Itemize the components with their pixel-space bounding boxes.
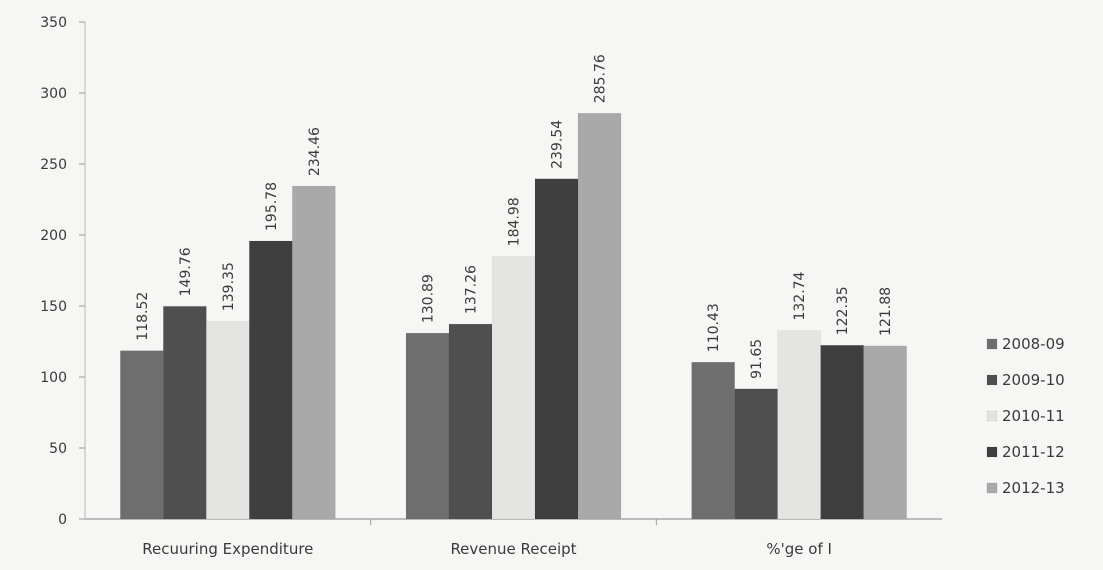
legend-label: 2008-09 (1002, 335, 1065, 353)
y-tick-label: 0 (58, 512, 67, 528)
legend-swatch (986, 338, 998, 350)
data-label: 234.46 (307, 127, 323, 176)
bars (120, 112, 907, 520)
data-label: 239.54 (550, 120, 566, 169)
bar-2009-10-1 (448, 323, 493, 520)
data-labels: 118.52 130.89 110.43 149.76 137.26 91.65 139.3… (135, 54, 894, 379)
data-label: 139.35 (221, 262, 237, 311)
axes: 0 50 100 150 200 250 300 350 Recuuring Expenditu… (40, 15, 942, 558)
data-label: 110.43 (706, 303, 722, 352)
bar-2010-11-0 (206, 320, 250, 520)
bar-2010-11-2 (777, 330, 821, 520)
legend-swatch (986, 374, 998, 386)
y-tick-label: 350 (40, 15, 67, 31)
data-label: 130.89 (421, 274, 437, 323)
y-tick-label: 100 (40, 370, 67, 386)
legend-label: 2010-11 (1002, 407, 1065, 425)
legend-label: 2012-13 (1002, 479, 1065, 497)
legend-label: 2009-10 (1002, 371, 1065, 389)
bar-2008-09-2 (691, 361, 735, 520)
bar-2010-11-1 (491, 256, 536, 520)
data-label: 121.88 (878, 287, 894, 336)
legend-swatch (986, 446, 998, 458)
bar-2011-12-0 (249, 240, 293, 520)
bar-2011-12-1 (534, 178, 579, 520)
data-label: 149.76 (178, 247, 194, 296)
bar-2008-09-1 (405, 332, 450, 520)
data-label: 195.78 (264, 182, 280, 231)
data-label: 118.52 (135, 292, 151, 341)
y-tick-label: 150 (40, 299, 67, 315)
data-label: 137.26 (464, 265, 480, 314)
bar-2011-12-2 (820, 345, 864, 520)
category-label: Revenue Receipt (450, 540, 576, 558)
bar-2008-09-0 (120, 350, 164, 520)
bar-2012-13-2 (863, 345, 907, 520)
legend-swatch (986, 482, 998, 494)
data-label: 91.65 (749, 339, 765, 379)
category-label: %'ge of I (766, 540, 832, 558)
y-tick-label: 50 (49, 441, 67, 457)
bar-2012-13-0 (292, 185, 336, 520)
category-label: Recuuring Expenditure (142, 540, 313, 558)
bar-2012-13-1 (577, 112, 622, 520)
data-label: 132.74 (792, 271, 808, 320)
y-tick-label: 200 (40, 228, 67, 244)
legend-label: 2011-12 (1002, 443, 1065, 461)
bar-2009-10-2 (734, 388, 778, 520)
data-label: 122.35 (835, 286, 851, 335)
data-label: 285.76 (593, 54, 609, 103)
legend-swatch (986, 410, 998, 422)
legend: 2008-09 2009-10 2010-11 2011-12 2012-13 (986, 335, 1065, 497)
y-tick-label: 250 (40, 157, 67, 173)
y-tick-label: 300 (40, 86, 67, 102)
data-label: 184.98 (507, 197, 523, 246)
bar-2009-10-0 (163, 306, 207, 520)
